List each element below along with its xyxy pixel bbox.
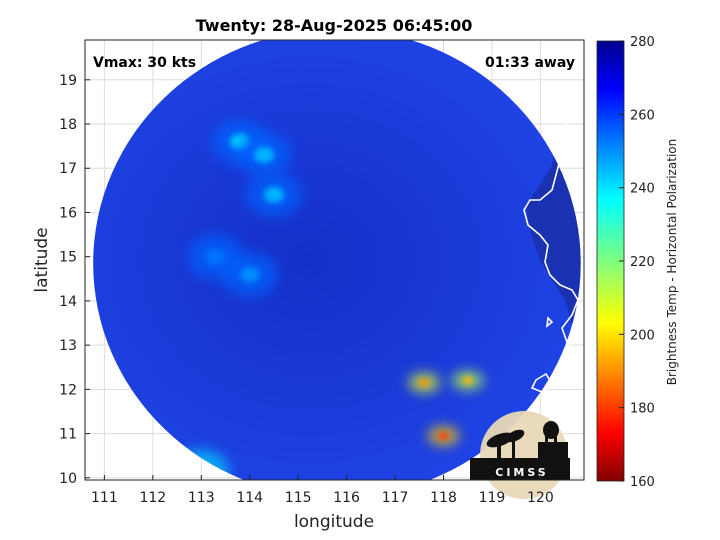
- chart-title: Twenty: 28-Aug-2025 06:45:00: [196, 16, 473, 35]
- y-tick-label: 16: [59, 205, 77, 221]
- y-tick-label: 19: [59, 73, 77, 89]
- vmax-annotation: Vmax: 30 kts: [93, 55, 196, 71]
- colorbar-tick-label: 180: [630, 402, 655, 417]
- colorbar-tick-label: 280: [630, 35, 655, 50]
- y-tick-label: 14: [59, 294, 77, 310]
- y-tick-label: 15: [59, 250, 77, 266]
- x-tick-label: 117: [382, 490, 409, 506]
- y-tick-label: 17: [59, 161, 77, 177]
- plot-frame: [84, 39, 585, 481]
- feature-core: [239, 266, 260, 283]
- feature-core: [438, 431, 449, 440]
- colorbar-tick-label: 240: [630, 182, 655, 197]
- logo-text: CIMSS: [495, 466, 548, 479]
- colorbar-ticks: 160 180 200 220 240 260 280: [619, 35, 655, 490]
- x-axis-label: longitude: [294, 512, 374, 532]
- y-axis: 10 11 12 13 14 15 16 17 18 19: [59, 73, 90, 487]
- x-tick-label: 114: [236, 490, 263, 506]
- y-axis-label: latitude: [32, 227, 52, 292]
- y-tick-label: 12: [59, 382, 77, 398]
- y-tick-label: 10: [59, 471, 77, 487]
- x-tick-label: 115: [285, 490, 312, 506]
- colorbar-tick-label: 200: [630, 328, 655, 343]
- feature-core: [205, 248, 226, 265]
- feature-core: [419, 378, 430, 387]
- feature-core: [254, 146, 275, 163]
- y-tick-label: 11: [59, 427, 77, 443]
- colorbar-tick-label: 160: [630, 475, 655, 490]
- y-tick-label: 18: [59, 117, 77, 133]
- x-tick-label: 112: [139, 490, 166, 506]
- colorbar-tick-label: 260: [630, 108, 655, 123]
- colorbar-tick-label: 220: [630, 255, 655, 270]
- y-tick-label: 13: [59, 338, 77, 354]
- x-tick-label: 119: [479, 490, 506, 506]
- coastline: [523, 89, 584, 412]
- time-away-annotation: 01:33 away: [485, 55, 575, 71]
- x-tick-label: 116: [333, 490, 360, 506]
- x-tick-label: 111: [91, 490, 118, 506]
- logo-cimss: CIMSS: [470, 411, 570, 499]
- x-tick-label: 120: [527, 490, 554, 506]
- brightness-temp-swath: [93, 40, 581, 480]
- feature-core: [263, 186, 284, 203]
- x-tick-label: 118: [430, 490, 457, 506]
- colorbar-label: Brightness Temp - Horizontal Polarizatio…: [665, 139, 679, 386]
- x-axis: 111 112 113 114 115 116 117 118 119 120: [91, 475, 554, 506]
- feature-core: [462, 376, 473, 385]
- x-tick-label: 113: [188, 490, 215, 506]
